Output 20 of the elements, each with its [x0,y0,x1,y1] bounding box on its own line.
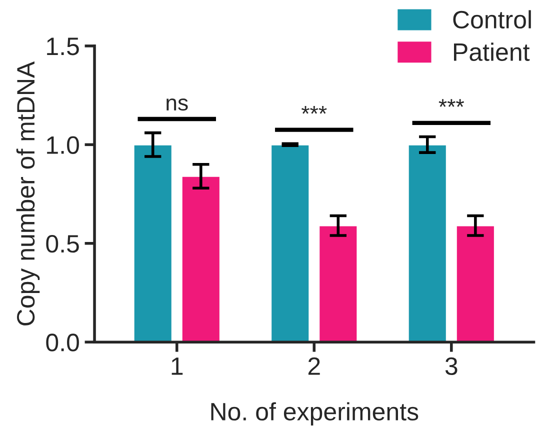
y-tick-label: 1.0 [47,136,79,154]
annotation: ns [166,98,188,111]
legend-label: Patient [454,42,530,61]
annotation: *** [302,106,327,114]
x-tick-label: 2 [308,357,320,375]
bar [456,224,496,342]
bar [270,144,310,342]
legend-label: Control [453,10,531,29]
y-tick-label: 1.5 [47,38,79,56]
bar [318,224,358,342]
bar [180,176,221,342]
bar [132,144,173,342]
x-tick-label: 1 [172,358,183,375]
x-tick-label: 3 [445,357,458,376]
y-tick-label: 0.0 [46,334,79,352]
annotation: *** [438,99,464,107]
y-axis-title: Copy number of mtDNA [16,61,40,326]
bar [407,144,448,342]
y-tick-label: 0.5 [46,234,79,253]
x-axis-title: No. of experiments [211,402,418,426]
